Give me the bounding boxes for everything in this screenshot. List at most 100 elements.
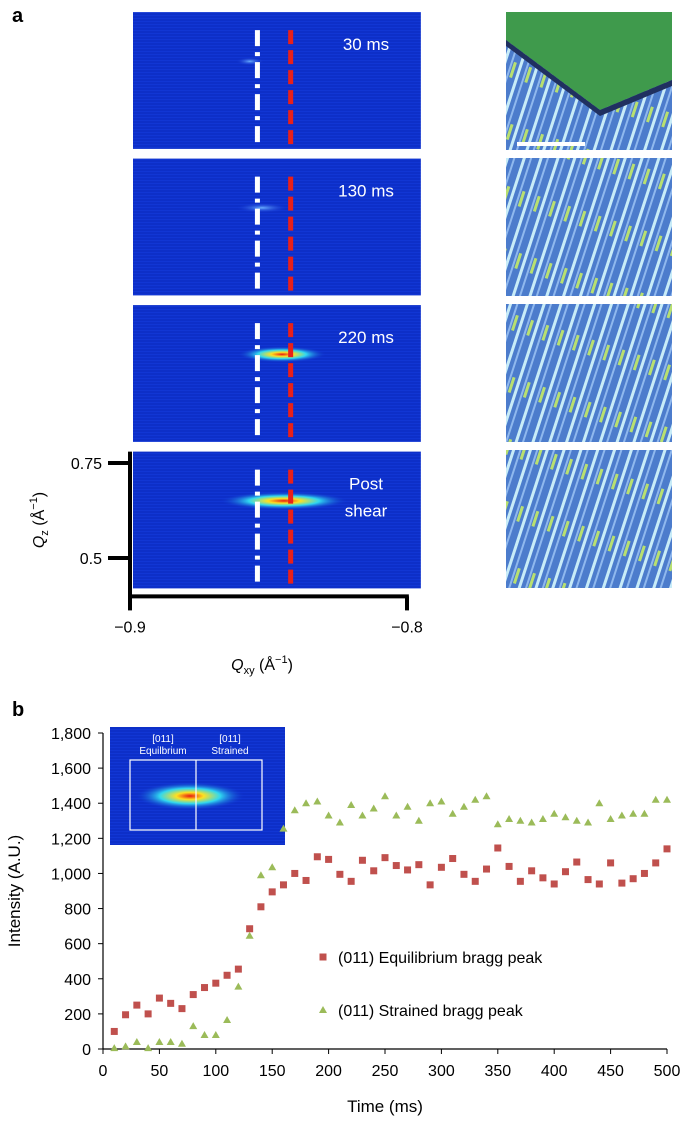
y-tick-label: 400 [64,972,91,989]
point [279,824,288,832]
x-tick-label: −0.8 [391,619,423,636]
point [166,1037,175,1045]
axis-label-part: xy [244,665,256,677]
point [426,799,435,807]
point [471,795,480,803]
point [268,863,277,871]
point [370,867,378,875]
point [257,903,265,911]
point [539,874,547,882]
point [268,888,276,896]
heatmap-peak [238,346,326,363]
point [110,1027,118,1035]
point [651,795,660,803]
panel-time-label: 220 ms [338,328,394,347]
axis-label-part: z [39,530,51,536]
point [528,867,536,875]
point [505,862,513,870]
point [200,1030,209,1038]
point [584,876,592,884]
point [223,1016,232,1024]
point [392,862,400,870]
point [538,815,547,823]
point [223,971,231,979]
micrograph [506,158,672,296]
inset-label: Equilbrium [139,746,186,757]
point [595,880,603,888]
heatmap-panel [133,451,421,589]
axis-label: Qxy (Å−1) [231,654,293,677]
heatmap-panel [133,158,421,296]
inset [110,727,285,845]
point [178,1005,186,1013]
heatmap-panel [133,12,421,149]
x-tick-label: 400 [541,1063,568,1080]
point [358,811,367,819]
point [347,800,356,808]
point [606,815,615,823]
point [336,870,344,878]
point [415,861,423,869]
y-tick-label: 1,600 [51,761,91,778]
point [381,854,389,862]
legend-label: (011) Strained bragg peak [338,1003,524,1020]
axis-label-part: Q [31,536,48,548]
axis-label-part: −1 [28,497,40,510]
panel-time-label: 130 ms [338,182,394,201]
x-axis-label: Time (ms) [347,1097,423,1116]
axis-label: Qz (Å−1) [28,492,51,548]
panel-time-label: Post [349,475,383,494]
point [201,984,209,992]
point [279,881,287,889]
point [550,880,558,888]
heatmap-peak [236,202,288,213]
point [381,792,389,800]
point [618,879,626,887]
point [212,979,220,987]
point [414,816,423,824]
point [121,1042,130,1050]
point [607,859,615,867]
y-tick-label: 800 [64,902,91,919]
y-tick-label: 600 [64,937,91,954]
inset-label: [011] [152,734,174,745]
point [122,1011,130,1019]
point [640,809,649,817]
point [132,1037,141,1045]
axis-label-part: (Å [255,655,276,674]
point [256,871,265,879]
inset-peak [135,782,245,810]
axis-label-part: Q [231,657,243,674]
point [629,875,637,883]
panel-label: a [12,5,24,27]
point [493,820,502,828]
point [459,802,468,810]
point [640,869,648,877]
point [437,797,446,805]
micrograph-region [506,12,672,110]
point [302,799,311,807]
axis-label-part: (Å [29,509,48,530]
point [483,865,491,873]
x-tick-label: 500 [654,1063,681,1080]
heatmap-panel [133,305,421,442]
point [246,925,254,933]
y-tick-label: 1,000 [51,866,91,883]
point [663,795,671,803]
y-tick-label: 1,200 [51,831,91,848]
axis-label-part: ) [31,492,48,497]
point [561,813,570,821]
y-tick-label: 0.5 [80,551,102,568]
point [189,991,197,999]
legend-swatch [319,1006,327,1013]
x-tick-label: 450 [597,1063,624,1080]
axis-label-part: ) [288,657,293,674]
point [437,863,445,871]
point [211,1030,220,1038]
point [335,818,344,826]
point [652,859,660,867]
point [110,1044,119,1052]
x-tick-label: 50 [151,1063,169,1080]
point [572,816,581,824]
